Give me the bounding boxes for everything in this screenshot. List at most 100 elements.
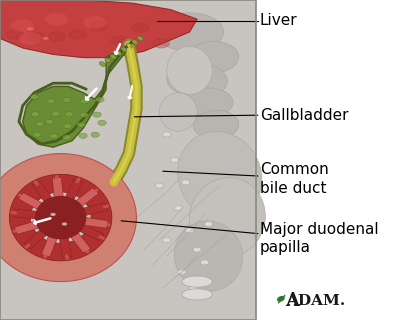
Ellipse shape [178,132,262,220]
Ellipse shape [42,37,49,40]
Ellipse shape [84,248,90,253]
Ellipse shape [155,183,163,188]
Ellipse shape [62,98,71,103]
Ellipse shape [48,32,65,41]
Ellipse shape [132,23,149,32]
Ellipse shape [76,178,80,183]
Ellipse shape [111,36,128,45]
Ellipse shape [189,285,198,291]
Ellipse shape [185,228,194,233]
Ellipse shape [45,119,54,124]
Ellipse shape [174,221,243,291]
Ellipse shape [80,112,88,117]
Ellipse shape [98,120,106,125]
Polygon shape [76,188,99,206]
Ellipse shape [170,157,178,163]
Ellipse shape [7,29,24,39]
Polygon shape [23,42,136,147]
Ellipse shape [93,112,101,117]
Polygon shape [32,181,52,202]
Ellipse shape [30,94,39,100]
Ellipse shape [77,122,85,127]
Ellipse shape [184,88,233,117]
Polygon shape [0,0,197,58]
Ellipse shape [156,13,224,51]
Polygon shape [66,179,82,200]
Circle shape [35,196,86,239]
Ellipse shape [31,112,40,117]
Polygon shape [24,230,46,249]
Ellipse shape [190,178,265,258]
Ellipse shape [46,13,68,26]
Ellipse shape [100,61,105,67]
Ellipse shape [167,62,227,98]
Ellipse shape [69,29,86,39]
Ellipse shape [91,132,100,137]
Ellipse shape [10,211,17,214]
Ellipse shape [159,93,197,131]
Text: Gallbladder: Gallbladder [260,108,348,123]
Polygon shape [83,203,108,215]
Ellipse shape [204,221,213,227]
Ellipse shape [98,236,105,240]
Ellipse shape [13,229,19,233]
Ellipse shape [65,254,69,260]
Ellipse shape [55,175,59,180]
Ellipse shape [50,213,56,216]
Ellipse shape [178,269,186,275]
Text: A: A [286,292,300,310]
Polygon shape [41,236,57,257]
Ellipse shape [167,46,212,94]
Ellipse shape [46,99,55,104]
Ellipse shape [27,27,34,30]
Text: Major duodenal
papilla: Major duodenal papilla [260,222,378,255]
Ellipse shape [126,43,132,48]
Ellipse shape [182,276,212,287]
Ellipse shape [18,194,24,198]
Polygon shape [84,217,108,228]
Ellipse shape [193,247,201,252]
Ellipse shape [11,19,34,32]
Ellipse shape [182,289,212,300]
Ellipse shape [96,97,104,102]
Text: ADAM.: ADAM. [286,294,346,308]
Polygon shape [60,238,72,258]
Ellipse shape [50,134,58,139]
Text: Liver: Liver [260,13,297,28]
Polygon shape [18,193,42,210]
Ellipse shape [104,223,111,226]
Ellipse shape [163,237,171,243]
Ellipse shape [33,132,41,137]
Ellipse shape [174,205,182,211]
Ellipse shape [103,205,110,208]
Ellipse shape [44,253,48,258]
Ellipse shape [200,260,209,265]
Polygon shape [13,209,37,219]
Ellipse shape [116,51,122,55]
Ellipse shape [25,244,30,248]
Ellipse shape [64,124,72,129]
Ellipse shape [52,111,60,116]
Ellipse shape [186,42,239,74]
Ellipse shape [28,32,44,42]
Ellipse shape [193,110,239,139]
Polygon shape [52,177,63,197]
Ellipse shape [93,188,98,193]
Polygon shape [80,225,104,241]
Ellipse shape [62,222,67,226]
Polygon shape [70,233,91,253]
Ellipse shape [90,21,107,31]
Ellipse shape [65,112,73,117]
Ellipse shape [137,36,143,41]
Polygon shape [14,221,39,235]
Ellipse shape [132,40,138,44]
Ellipse shape [34,180,39,186]
Ellipse shape [83,16,106,29]
Ellipse shape [152,38,170,48]
Ellipse shape [121,47,127,52]
Ellipse shape [277,296,285,302]
Ellipse shape [36,122,44,127]
Ellipse shape [79,133,87,138]
Text: Common
bile duct: Common bile duct [260,163,328,196]
Ellipse shape [19,32,42,45]
